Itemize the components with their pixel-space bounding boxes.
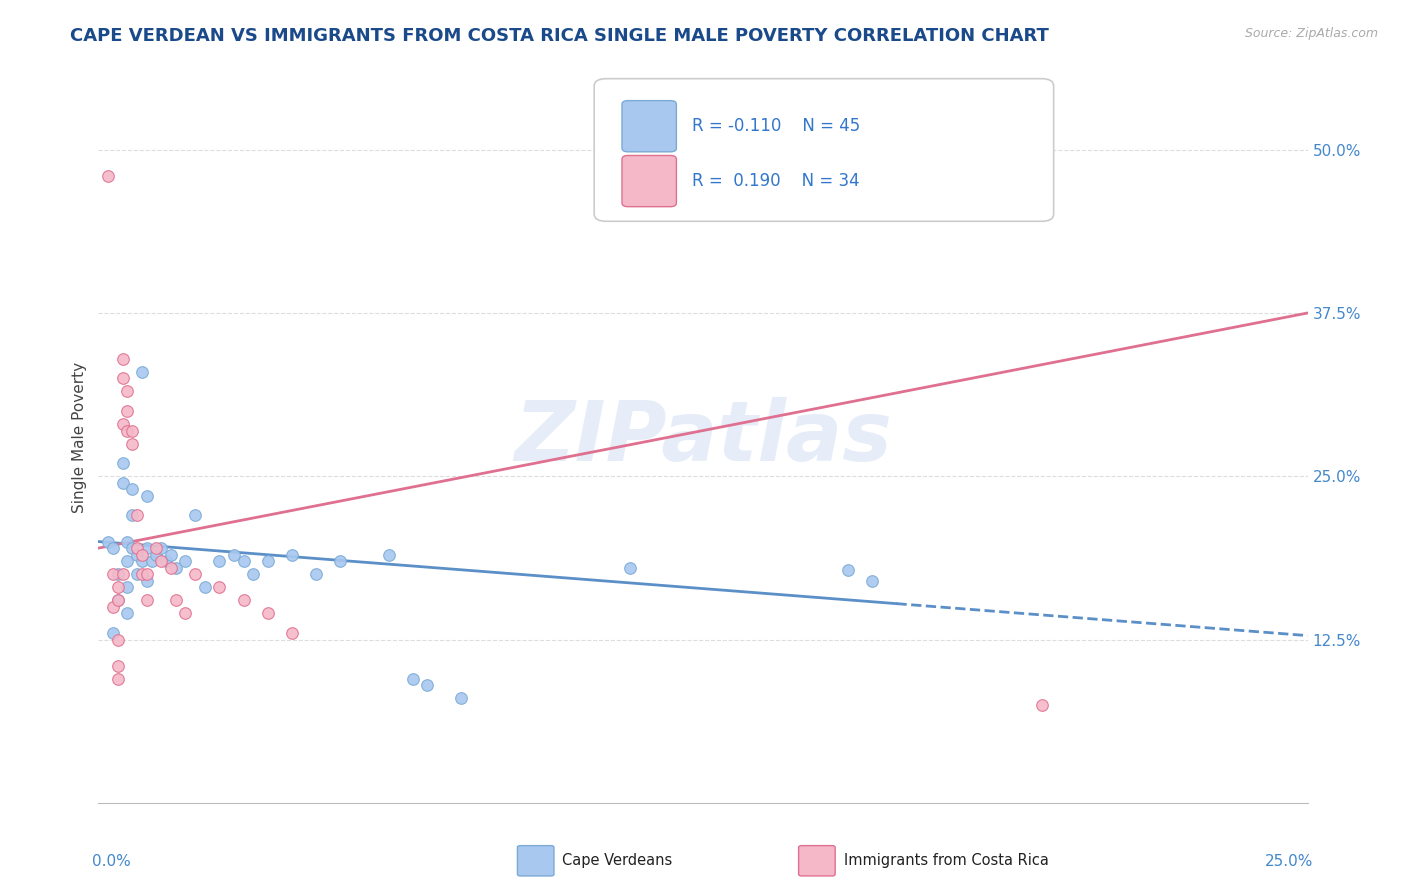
- Point: [160, 548, 183, 562]
- Point: [131, 365, 153, 379]
- Point: [121, 436, 143, 450]
- Point: [111, 371, 134, 385]
- Point: [127, 548, 149, 562]
- Point: [619, 560, 641, 574]
- Point: [107, 632, 129, 647]
- Text: R = -0.110    N = 45: R = -0.110 N = 45: [692, 117, 860, 136]
- Point: [107, 580, 129, 594]
- FancyBboxPatch shape: [621, 101, 676, 152]
- Point: [117, 580, 139, 594]
- Point: [256, 607, 278, 621]
- Point: [101, 599, 124, 614]
- Point: [256, 554, 278, 568]
- Point: [141, 554, 163, 568]
- Point: [208, 580, 231, 594]
- Point: [165, 560, 187, 574]
- Point: [329, 554, 352, 568]
- Point: [135, 489, 157, 503]
- Point: [101, 541, 124, 555]
- Text: Cape Verdeans: Cape Verdeans: [562, 854, 672, 868]
- Point: [135, 567, 157, 582]
- Text: 25.0%: 25.0%: [1265, 854, 1313, 869]
- Y-axis label: Single Male Poverty: Single Male Poverty: [72, 361, 87, 513]
- Point: [131, 548, 153, 562]
- Point: [222, 548, 245, 562]
- Point: [232, 554, 254, 568]
- Point: [194, 580, 217, 594]
- Text: 0.0%: 0.0%: [93, 854, 131, 869]
- Point: [127, 567, 149, 582]
- Point: [165, 593, 187, 607]
- Point: [155, 554, 177, 568]
- Point: [111, 456, 134, 470]
- Point: [208, 554, 231, 568]
- Point: [107, 593, 129, 607]
- Point: [111, 351, 134, 366]
- Point: [150, 541, 173, 555]
- Point: [242, 567, 264, 582]
- Text: ZIPatlas: ZIPatlas: [515, 397, 891, 477]
- Point: [135, 541, 157, 555]
- Point: [101, 567, 124, 582]
- Point: [101, 626, 124, 640]
- Point: [107, 567, 129, 582]
- Point: [117, 384, 139, 399]
- Point: [281, 548, 304, 562]
- Point: [111, 475, 134, 490]
- Point: [305, 567, 328, 582]
- Point: [127, 541, 149, 555]
- Text: Source: ZipAtlas.com: Source: ZipAtlas.com: [1244, 27, 1378, 40]
- Point: [150, 554, 173, 568]
- FancyBboxPatch shape: [621, 155, 676, 207]
- Point: [107, 658, 129, 673]
- Point: [145, 548, 167, 562]
- Point: [97, 169, 120, 183]
- Point: [131, 567, 153, 582]
- Point: [377, 548, 399, 562]
- Point: [121, 541, 143, 555]
- Point: [145, 541, 167, 555]
- Point: [97, 534, 120, 549]
- Point: [860, 574, 883, 588]
- Point: [1031, 698, 1053, 712]
- Point: [127, 508, 149, 523]
- Point: [131, 554, 153, 568]
- Point: [174, 554, 197, 568]
- Point: [111, 567, 134, 582]
- Point: [184, 567, 207, 582]
- Point: [111, 417, 134, 431]
- Point: [107, 593, 129, 607]
- Point: [117, 424, 139, 438]
- Point: [117, 554, 139, 568]
- Point: [402, 672, 425, 686]
- Point: [232, 593, 254, 607]
- Point: [135, 574, 157, 588]
- FancyBboxPatch shape: [595, 78, 1053, 221]
- Point: [174, 607, 197, 621]
- Point: [117, 404, 139, 418]
- Point: [281, 626, 304, 640]
- Point: [837, 563, 859, 577]
- Point: [117, 607, 139, 621]
- Point: [135, 593, 157, 607]
- Point: [107, 672, 129, 686]
- Point: [450, 691, 472, 706]
- Point: [160, 560, 183, 574]
- Point: [117, 534, 139, 549]
- Point: [121, 483, 143, 497]
- Point: [121, 424, 143, 438]
- Point: [121, 508, 143, 523]
- Text: Immigrants from Costa Rica: Immigrants from Costa Rica: [844, 854, 1049, 868]
- Point: [184, 508, 207, 523]
- Text: CAPE VERDEAN VS IMMIGRANTS FROM COSTA RICA SINGLE MALE POVERTY CORRELATION CHART: CAPE VERDEAN VS IMMIGRANTS FROM COSTA RI…: [70, 27, 1049, 45]
- Text: R =  0.190    N = 34: R = 0.190 N = 34: [692, 172, 859, 190]
- Point: [416, 678, 439, 692]
